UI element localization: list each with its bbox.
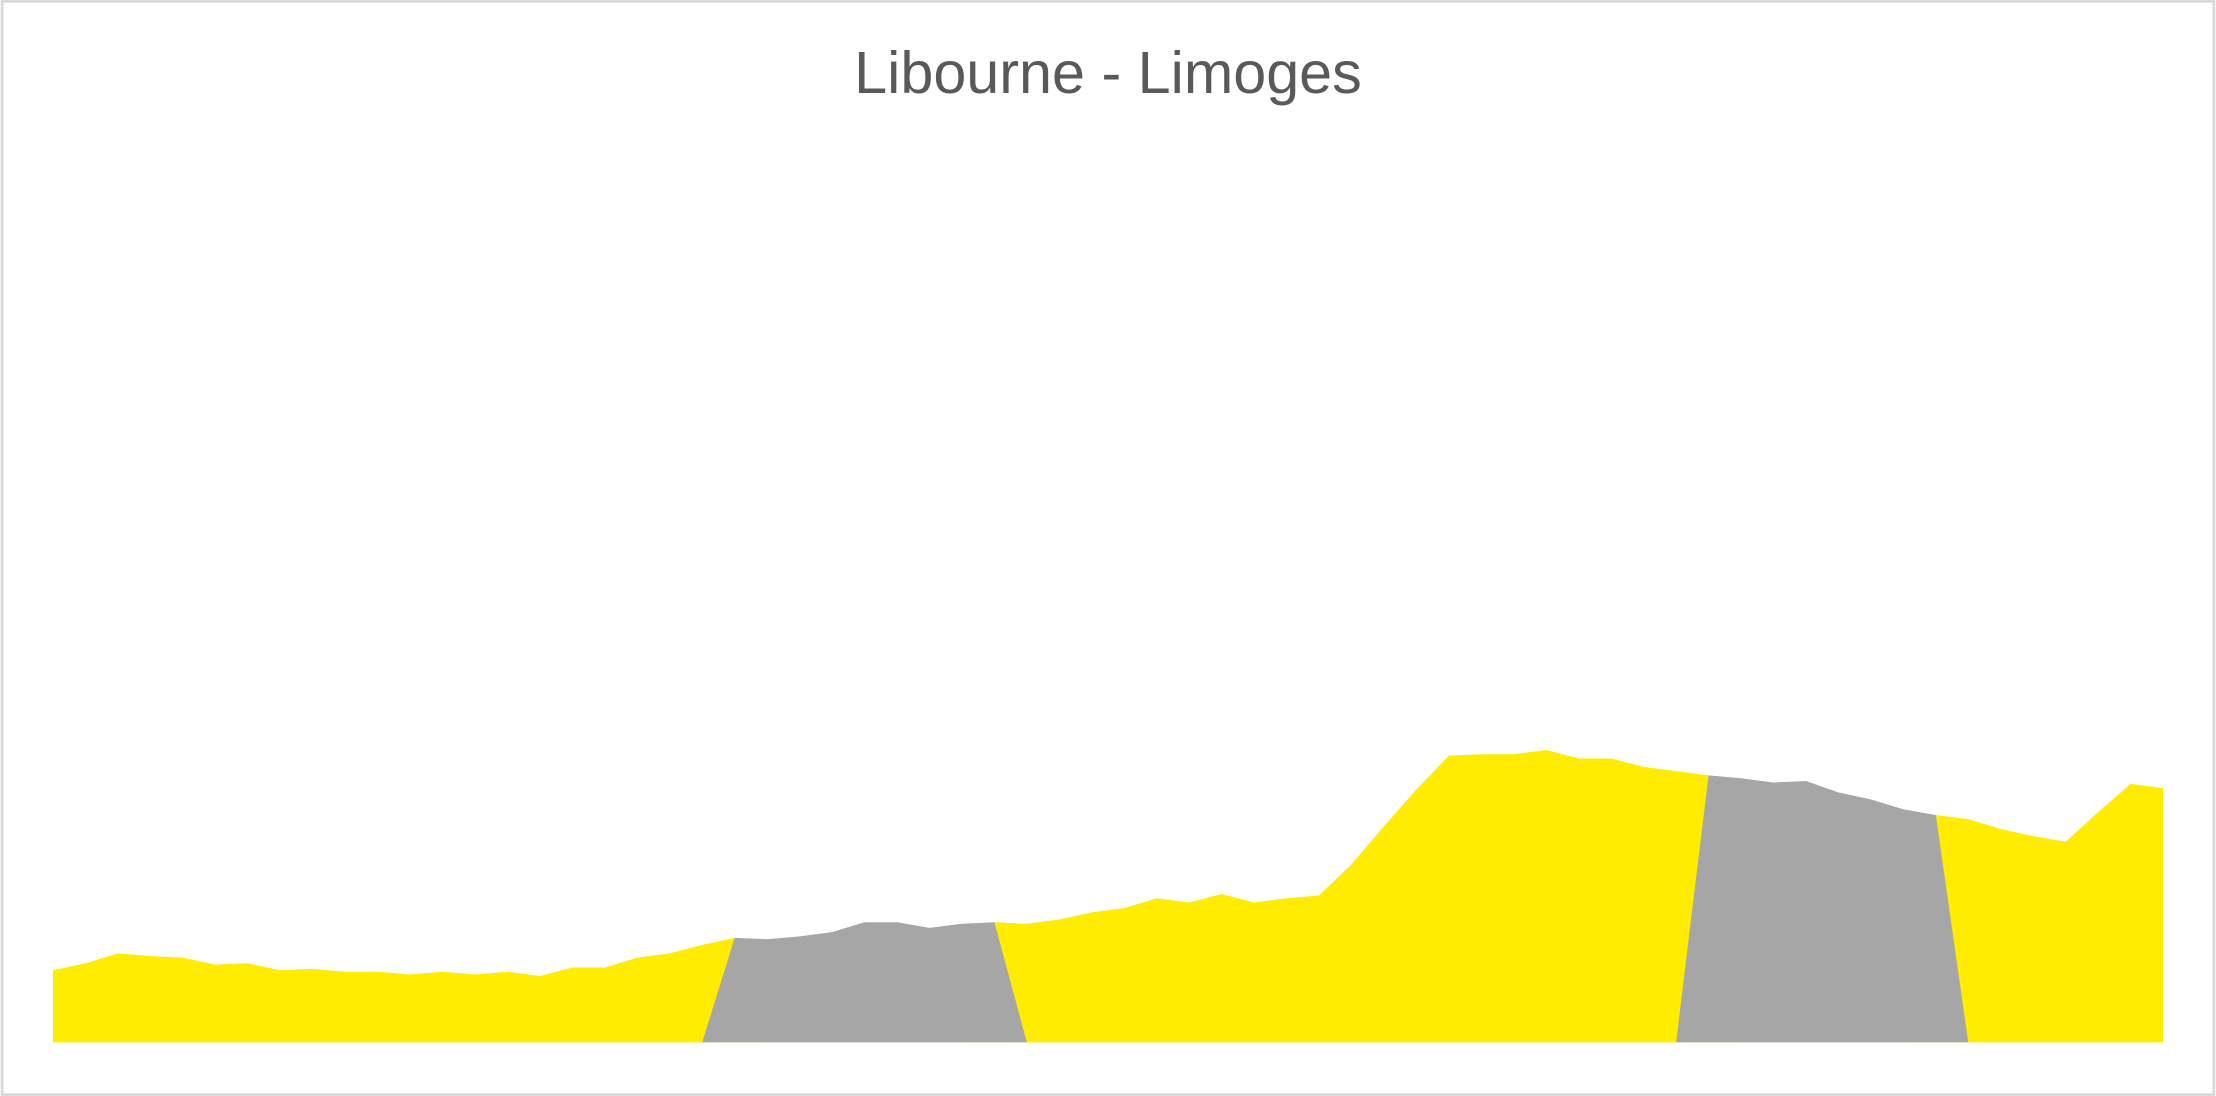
- area: [1676, 775, 1969, 1043]
- area: [702, 922, 1027, 1043]
- area: [52, 749, 2164, 1043]
- chart-title: Libourne - Limoges: [854, 39, 1362, 106]
